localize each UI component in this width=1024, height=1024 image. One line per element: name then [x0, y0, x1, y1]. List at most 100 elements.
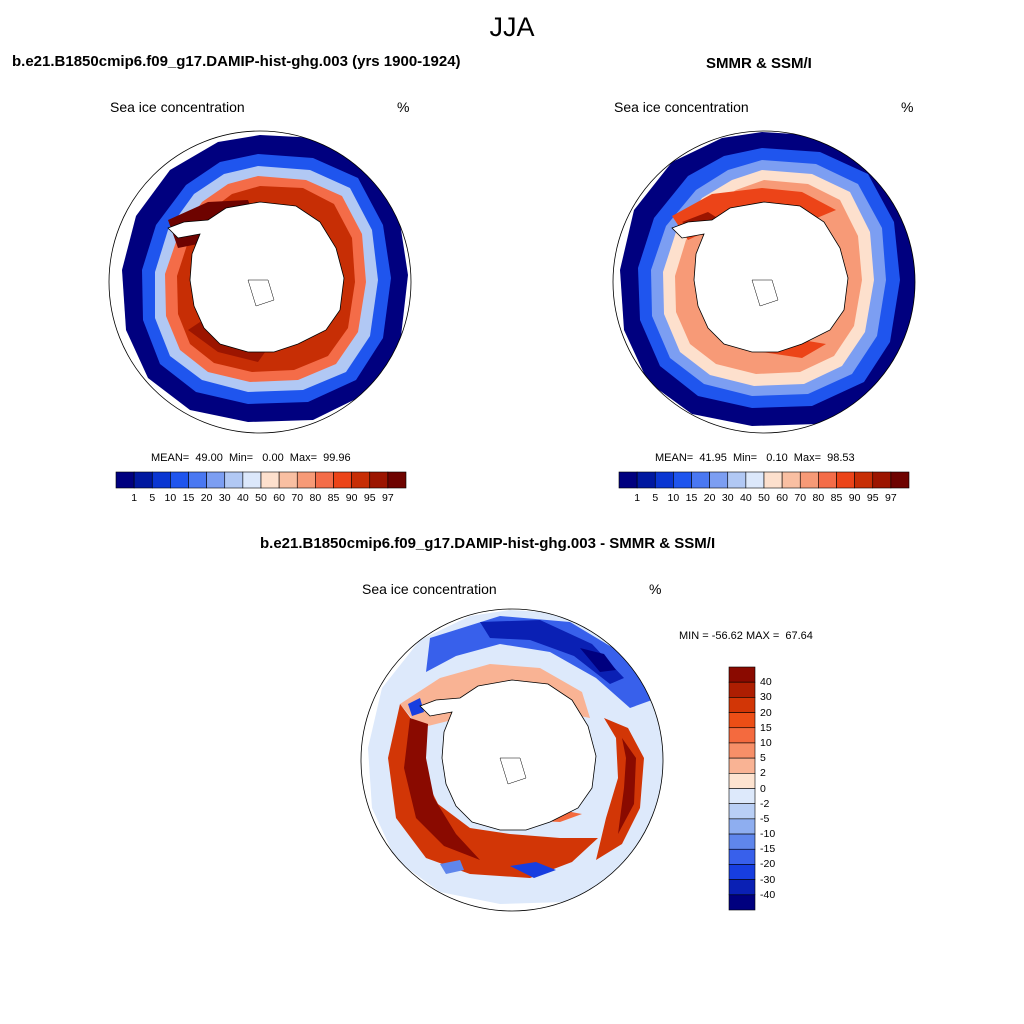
panel3-colorbar-box: [728, 833, 756, 850]
panel2-colorbar-box: [636, 471, 656, 489]
panel3-colorbar-box: [728, 742, 756, 759]
panel3-colorbar-tick-label: 2: [760, 767, 766, 780]
panel3-colorbar-box: [728, 818, 756, 835]
panel1-colorbar-box: [278, 471, 298, 489]
panel1-colorbar-ticks: 1 5 10 15 20 30 40 50 60 70 80 85 90 95 97: [116, 492, 406, 506]
panel2-colorbar-box: [763, 471, 783, 489]
panel2-colorbar-tick-label: 30: [721, 492, 734, 504]
panel3-map: [360, 608, 664, 912]
panel1-colorbar-box: [315, 471, 334, 489]
panel3-colorbar-tick-label: 20: [760, 706, 772, 719]
panel3-colorbar-tick-label: 10: [760, 736, 772, 749]
panel1-colorbar-tick-label: 30: [218, 492, 231, 504]
panel2-colorbar-box: [673, 471, 692, 489]
panel3-colorbar-tick-label: -15: [760, 843, 776, 856]
panel3-colorbar-tick-label: 15: [760, 721, 772, 734]
panel1-variable-label: Sea ice concentration: [110, 99, 245, 115]
panel1-colorbar-tick-label: 95: [363, 492, 376, 504]
panel2-colorbar-box: [854, 471, 874, 489]
panel2-colorbar-tick-label: 90: [848, 492, 861, 504]
panel2-colorbar-box: [781, 471, 801, 489]
panel3-colorbar-box: [728, 712, 756, 729]
panel3-stats: MIN = -56.62 MAX = 67.64: [679, 630, 813, 642]
panel1-colorbar-box: [387, 471, 407, 489]
panel3-colorbar-box: [728, 727, 756, 744]
panel3-colorbar-ticks: 40 30 20 15 10 5 2 0 -2 -5 -10 -15 -20 -30 -40: [760, 667, 800, 910]
panel3-colorbar-tick-label: -2: [760, 797, 770, 810]
panel1-colorbar-tick-label: 10: [164, 492, 177, 504]
panel3-colorbar-tick-label: 5: [760, 752, 766, 765]
panel2-colorbar-tick-label: 85: [830, 492, 843, 504]
panel2-colorbar-tick-label: 10: [667, 492, 680, 504]
panel1-stats: MEAN= 49.00 Min= 0.00 Max= 99.96: [151, 452, 351, 464]
panel1-colorbar-tick-label: 40: [237, 492, 249, 504]
panel2-colorbar-tick-label: 60: [776, 492, 788, 504]
panel1-colorbar-box: [151, 471, 171, 489]
panel1-colorbar-box: [133, 471, 153, 489]
panel2-colorbar-box: [818, 471, 837, 489]
panel2-colorbar-box: [799, 471, 819, 489]
panel3-units-label: %: [649, 581, 662, 597]
panel2-colorbar-tick-label: 70: [794, 492, 807, 504]
panel1-colorbar-tick-label: 80: [309, 492, 322, 504]
panel2-colorbar-tick-label: 15: [685, 492, 698, 504]
panel3-colorbar-tick-label: 30: [760, 691, 772, 704]
panel3-colorbar-box: [728, 666, 756, 683]
panel1-title: b.e21.B1850cmip6.f09_g17.DAMIP-hist-ghg.…: [12, 53, 461, 70]
panel1-colorbar-box: [369, 471, 389, 489]
panel2-colorbar-tick-label: 5: [652, 492, 659, 504]
panel1-colorbar-tick-label: 50: [255, 492, 267, 504]
panel2-colorbar-tick-label: 40: [740, 492, 752, 504]
panel3-antarctica: [419, 679, 597, 831]
panel1-colorbar-box: [351, 471, 371, 489]
panel3-colorbar-tick-label: -40: [760, 888, 776, 901]
panel1-colorbar: [115, 471, 407, 489]
panel1-units-label: %: [397, 99, 410, 115]
panel1-colorbar-box: [242, 471, 262, 489]
panel2-colorbar-tick-label: 80: [812, 492, 825, 504]
panel2-colorbar: [618, 471, 910, 489]
panel1-colorbar-tick-label: 85: [327, 492, 340, 504]
panel3-colorbar-box: [728, 697, 756, 713]
panel2-colorbar-tick-label: 50: [758, 492, 770, 504]
panel2-colorbar-tick-label: 20: [703, 492, 716, 504]
panel1-colorbar-box: [224, 471, 244, 489]
panel3-title: b.e21.B1850cmip6.f09_g17.DAMIP-hist-ghg.…: [260, 535, 716, 552]
panel2-colorbar-box: [836, 471, 855, 489]
panel1-colorbar-box: [115, 471, 135, 489]
panel1-colorbar-box: [296, 471, 316, 489]
panel2-title: SMMR & SSM/I: [706, 55, 812, 72]
panel3-colorbar-box: [728, 803, 756, 820]
panel3-colorbar-tick-label: 40: [760, 676, 772, 689]
panel3-colorbar: [728, 666, 756, 911]
panel1-colorbar-tick-label: 20: [200, 492, 213, 504]
panel3-colorbar-tick-label: -10: [760, 828, 776, 841]
panel3-colorbar-box: [728, 788, 756, 804]
panel1-colorbar-box: [188, 471, 207, 489]
panel1-colorbar-tick-label: 15: [182, 492, 195, 504]
panel1-map: [108, 130, 412, 434]
panel1-colorbar-box: [170, 471, 189, 489]
panel2-colorbar-box: [691, 471, 710, 489]
panel2-colorbar-tick-label: 97: [885, 492, 897, 504]
panel2-colorbar-box: [727, 471, 747, 489]
panel3-colorbar-box: [728, 879, 756, 896]
panel1-colorbar-box: [333, 471, 352, 489]
main-title: JJA: [489, 12, 535, 42]
panel2-stats: MEAN= 41.95 Min= 0.10 Max= 98.53: [655, 452, 855, 464]
panel2-colorbar-ticks: 1 5 10 15 20 30 40 50 60 70 80 85 90 95 97: [619, 492, 909, 506]
panel1-colorbar-tick-label: 1: [131, 492, 138, 504]
panel3-colorbar-box: [728, 864, 756, 880]
panel3-colorbar-tick-label: -5: [760, 812, 770, 825]
panel3-colorbar-tick-label: -20: [760, 858, 776, 871]
panel3-variable-label: Sea ice concentration: [362, 581, 497, 597]
panel2-colorbar-box: [745, 471, 765, 489]
panel1-colorbar-tick-label: 97: [382, 492, 394, 504]
panel2-variable-label: Sea ice concentration: [614, 99, 749, 115]
panel2-colorbar-box: [709, 471, 729, 489]
panel1-colorbar-box: [260, 471, 280, 489]
panel1-colorbar-tick-label: 90: [345, 492, 358, 504]
panel1-antarctica: [167, 201, 345, 353]
panel1-colorbar-tick-label: 5: [149, 492, 156, 504]
panel2-map: [612, 130, 916, 434]
